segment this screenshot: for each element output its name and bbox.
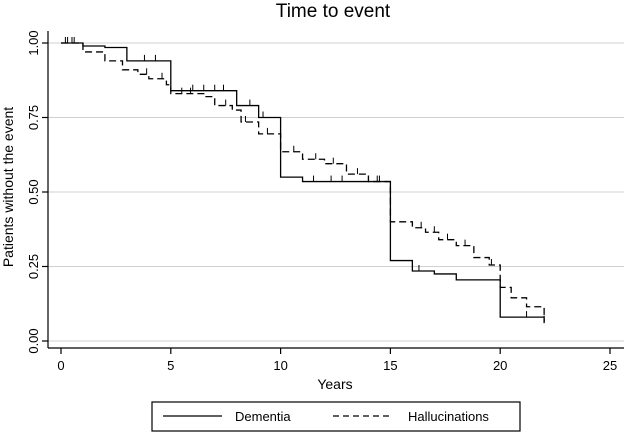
y-axis-label: Patients without the event (0, 107, 16, 267)
x-ticks: 0 5 10 15 20 25 (57, 348, 617, 373)
x-axis-label: Years (317, 376, 352, 392)
x-tick-label: 20 (493, 358, 507, 373)
series-layer (61, 37, 545, 324)
x-tick-label: 5 (167, 358, 174, 373)
legend-label-hallucinations: Hallucinations (408, 409, 489, 424)
x-tick-label: 15 (383, 358, 397, 373)
chart-title: Time to event (276, 1, 391, 22)
x-tick-label: 25 (603, 358, 617, 373)
y-ticks: 0.00 0.25 0.50 0.75 1.00 (26, 30, 48, 354)
y-tick-label: 0.75 (26, 105, 41, 130)
series-line-hallucinations (61, 42, 545, 324)
x-tick-label: 0 (57, 358, 64, 373)
y-tick-label: 0.00 (26, 328, 41, 353)
y-tick-label: 0.25 (26, 254, 41, 279)
y-tick-label: 0.50 (26, 179, 41, 204)
legend: Dementia Hallucinations (151, 401, 521, 432)
x-tick-label: 10 (273, 358, 287, 373)
series-line-dementia (61, 42, 545, 322)
y-tick-label: 1.00 (26, 30, 41, 55)
grid-lines (48, 42, 624, 342)
legend-label-dementia: Dementia (235, 409, 291, 424)
